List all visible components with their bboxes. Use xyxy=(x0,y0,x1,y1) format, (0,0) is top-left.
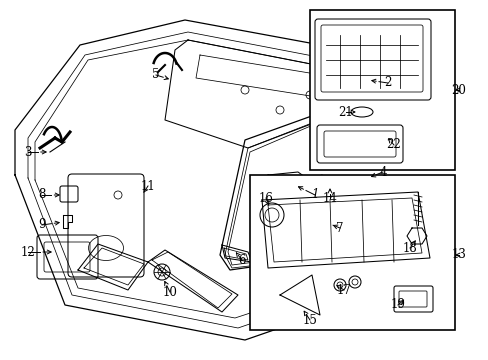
Text: 6: 6 xyxy=(238,253,245,266)
Text: 3: 3 xyxy=(24,145,32,158)
Bar xyxy=(249,175,454,330)
Text: 11: 11 xyxy=(141,180,155,193)
Text: 2: 2 xyxy=(384,77,391,90)
Text: 1: 1 xyxy=(311,189,318,202)
Text: 21: 21 xyxy=(338,105,353,118)
Text: 10: 10 xyxy=(162,285,177,298)
Text: 12: 12 xyxy=(20,246,35,258)
Text: 17: 17 xyxy=(336,284,351,297)
Text: 8: 8 xyxy=(38,189,45,202)
Text: 7: 7 xyxy=(336,221,343,234)
Text: 22: 22 xyxy=(386,139,401,152)
Text: 4: 4 xyxy=(379,166,386,179)
Text: 19: 19 xyxy=(390,298,405,311)
Bar xyxy=(309,10,454,170)
Text: 20: 20 xyxy=(450,84,466,96)
Text: 14: 14 xyxy=(322,192,337,204)
Text: 9: 9 xyxy=(38,219,46,231)
Text: 13: 13 xyxy=(450,248,466,261)
Text: 18: 18 xyxy=(402,242,417,255)
Text: 16: 16 xyxy=(258,192,273,204)
Text: 15: 15 xyxy=(302,314,317,327)
Text: 5: 5 xyxy=(152,68,160,81)
